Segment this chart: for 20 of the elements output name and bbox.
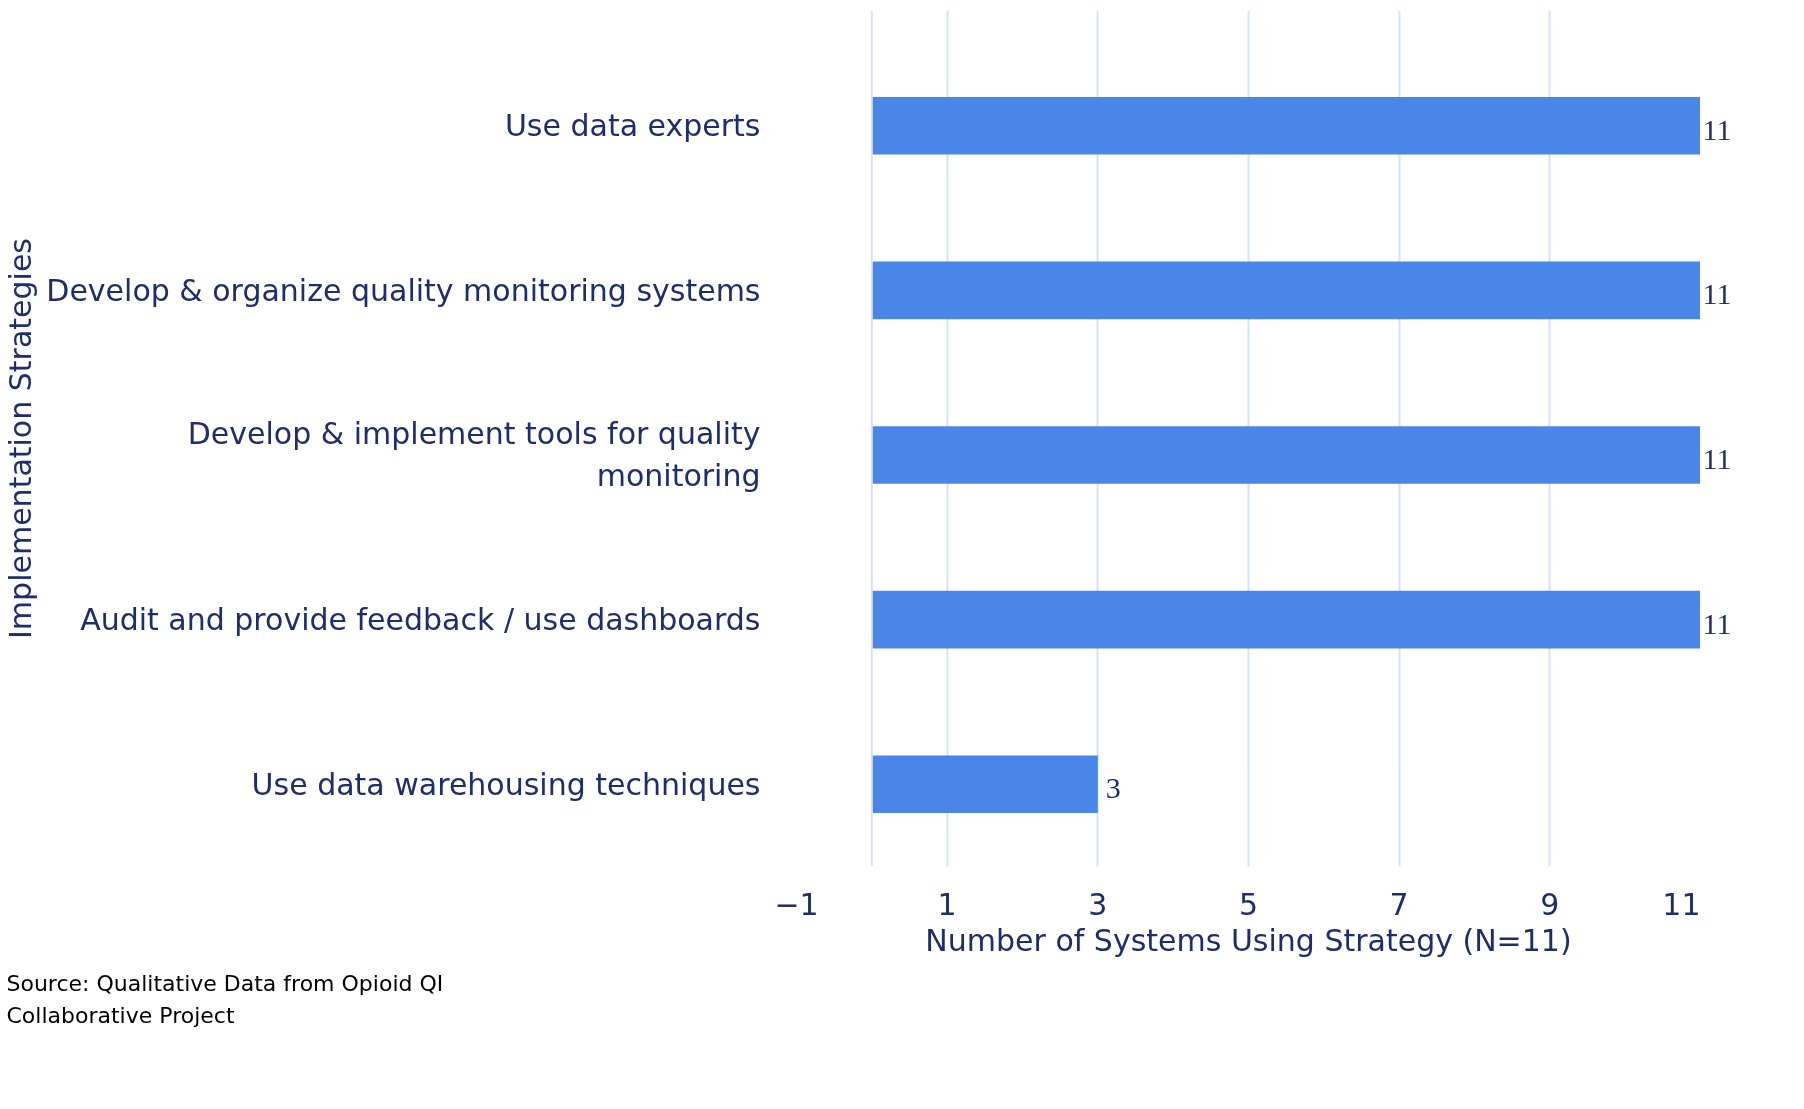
x-tick-label: 1 [937, 886, 957, 922]
data-label: 11 [1702, 112, 1732, 146]
x-tick-label: 5 [1238, 886, 1259, 922]
y-tick-label: Develop & organize quality monitoring systems [46, 272, 761, 308]
x-tick-label: 9 [1540, 886, 1560, 922]
x-tick-label: 11 [1662, 886, 1701, 922]
x-tick-label: −1 [774, 886, 819, 922]
data-label: 3 [1105, 771, 1121, 805]
x-axis-title: Number of Systems Using Strategy (N=11) [925, 922, 1572, 958]
data-label: 11 [1702, 441, 1732, 475]
y-tick-label: Audit and provide feedback / use dashboards [80, 602, 761, 638]
y-axis-title: Implementation Strategies [3, 238, 39, 639]
source-note: Source: Qualitative Data from Opioid QI Collaborative Project [6, 970, 444, 1028]
y-tick-label: Use data warehousing techniques [251, 766, 761, 802]
x-tick-label: 3 [1088, 886, 1108, 922]
x-tick-label: 7 [1389, 886, 1409, 922]
y-tick-label: Use data experts [504, 108, 761, 144]
y-tick-label: Develop & implement tools for quality monitoring [187, 416, 761, 494]
data-label: 11 [1702, 606, 1732, 640]
data-label: 11 [1702, 277, 1732, 311]
